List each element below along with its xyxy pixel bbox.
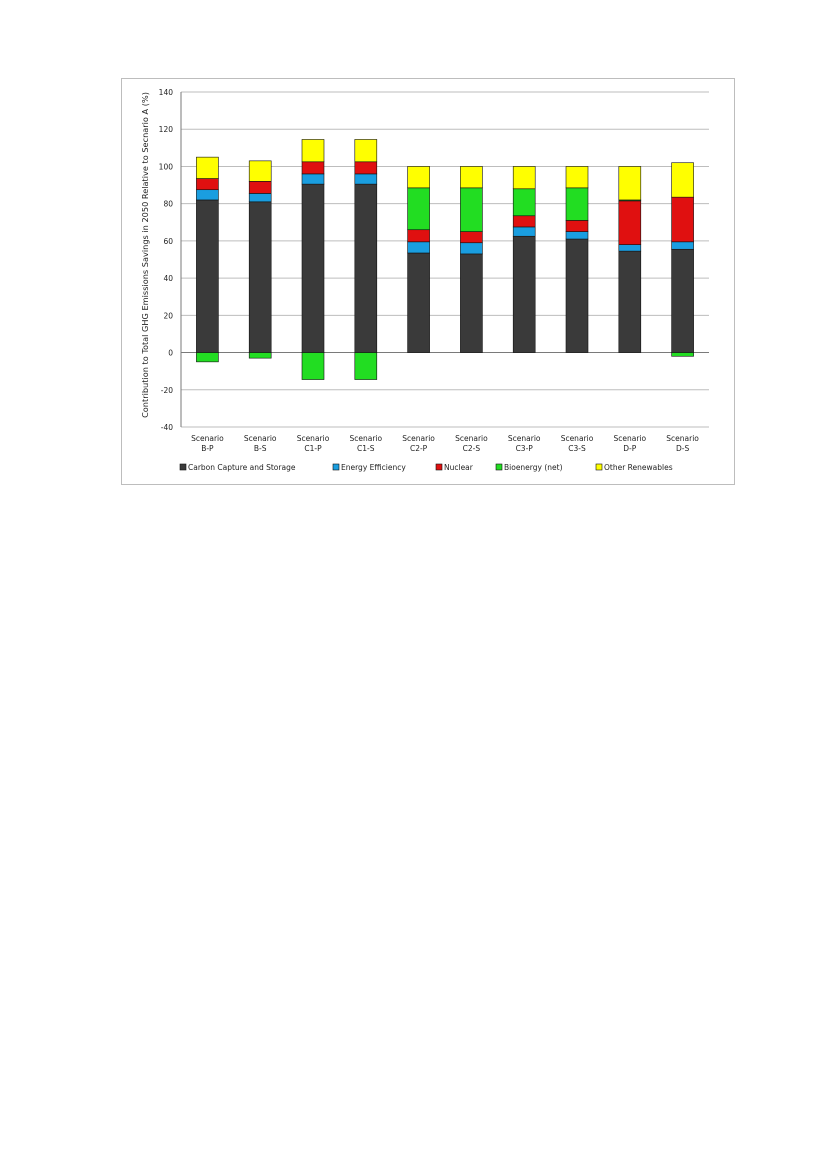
bar-segment — [460, 242, 483, 255]
bar-segment — [196, 189, 219, 201]
bar-segment — [196, 156, 219, 179]
y-tick-label: 40 — [163, 274, 173, 283]
x-tick-label: Scenario — [402, 434, 435, 443]
bar-segment — [565, 220, 589, 232]
legend-swatch — [595, 463, 603, 471]
bar-segment — [460, 253, 483, 353]
bars — [196, 139, 694, 380]
bar-segment — [671, 196, 694, 243]
y-tick-label: 60 — [163, 237, 173, 246]
x-tick-label: D-P — [623, 444, 636, 453]
bar-segment — [248, 181, 272, 194]
bar-segment — [460, 166, 483, 189]
bar-segment — [671, 352, 694, 357]
bar-segment — [301, 352, 325, 380]
chart-svg: Contribution to Total GHG Emissions Savi… — [140, 88, 709, 472]
bar-segment — [354, 183, 378, 353]
x-tick-label: C1-P — [304, 444, 322, 453]
bar-segment — [565, 187, 589, 221]
legend-label: Other Renewables — [604, 463, 673, 472]
x-tick-label: C3-S — [568, 444, 586, 453]
bar-segment — [460, 187, 483, 232]
y-tick-label: -20 — [161, 386, 173, 395]
bar-segment — [407, 229, 430, 243]
bar-segment — [565, 238, 589, 353]
y-tick-label: 20 — [163, 311, 173, 320]
y-axis-label: Contribution to Total GHG Emissions Savi… — [140, 92, 150, 418]
y-tick-label: 120 — [159, 125, 174, 134]
y-tick-label: 0 — [168, 349, 173, 358]
x-tick-label: C2-S — [463, 444, 481, 453]
bar-segment — [196, 178, 219, 191]
bar-segment — [618, 244, 642, 252]
bar-segment — [565, 166, 589, 189]
bar-segment — [512, 166, 536, 190]
bar-segment — [248, 160, 272, 182]
x-tick-labels: ScenarioB-PScenarioB-SScenarioC1-PScenar… — [191, 434, 699, 453]
bar-segment — [196, 352, 219, 363]
x-tick-label: Scenario — [244, 434, 277, 443]
bar-segment — [301, 173, 325, 185]
bar-segment — [618, 250, 642, 353]
x-tick-label: C1-S — [357, 444, 375, 453]
bar-segment — [618, 200, 642, 245]
x-tick-label: Scenario — [191, 434, 224, 443]
bar-segment — [301, 161, 325, 175]
bar-segment — [301, 139, 325, 163]
x-tick-label: Scenario — [666, 434, 699, 443]
y-tick-labels: -40 -20 0 20 40 60 80 100 120 140 — [159, 88, 174, 432]
bar-segment — [354, 352, 378, 380]
x-tick-label: Scenario — [349, 434, 382, 443]
bar-segment — [671, 241, 694, 250]
legend-label: Nuclear — [444, 463, 474, 472]
bar-segment — [512, 215, 536, 228]
legend-label: Bioenergy (net) — [504, 463, 563, 472]
y-tick-label: 140 — [159, 88, 174, 97]
x-tick-label: D-S — [676, 444, 689, 453]
bar-segment — [565, 231, 589, 240]
y-tick-label: 100 — [159, 162, 174, 171]
legend-swatch — [435, 463, 443, 471]
x-tick-label: B-P — [201, 444, 214, 453]
bar-segment — [196, 199, 219, 353]
bar-segment — [248, 352, 272, 359]
bar-segment — [671, 248, 694, 353]
bar-segment — [460, 231, 483, 244]
y-tick-label: 80 — [163, 200, 173, 209]
bar-segment — [512, 188, 536, 217]
bar-segment — [248, 193, 272, 203]
x-tick-label: Scenario — [561, 434, 594, 443]
bar-segment — [407, 187, 430, 231]
x-tick-label: Scenario — [613, 434, 646, 443]
y-tick-label: -40 — [161, 423, 173, 432]
bar-segment — [248, 201, 272, 353]
legend: Carbon Capture and Storage Energy Efficie… — [179, 463, 673, 472]
bar-segment — [512, 226, 536, 237]
x-tick-label: C2-P — [410, 444, 428, 453]
bar-segment — [407, 241, 430, 254]
x-tick-label: Scenario — [455, 434, 488, 443]
legend-label: Carbon Capture and Storage — [188, 463, 296, 472]
x-tick-label: B-S — [254, 444, 267, 453]
bar-segment — [512, 235, 536, 353]
legend-label: Energy Efficiency — [341, 463, 406, 472]
bar-segment — [354, 139, 378, 163]
bar-segment — [671, 162, 694, 198]
bar-segment — [407, 166, 430, 189]
bar-segment — [618, 166, 642, 201]
legend-swatch — [495, 463, 503, 471]
x-tick-label: Scenario — [508, 434, 541, 443]
x-tick-label: C3-P — [516, 444, 534, 453]
bar-segment — [354, 173, 378, 185]
bar-segment — [354, 161, 378, 175]
chart-figure: Contribution to Total GHG Emissions Savi… — [121, 78, 735, 485]
bar-segment — [301, 183, 325, 353]
legend-swatch — [332, 463, 340, 471]
x-tick-label: Scenario — [297, 434, 330, 443]
legend-swatch — [179, 463, 187, 471]
bar-segment — [407, 252, 430, 353]
